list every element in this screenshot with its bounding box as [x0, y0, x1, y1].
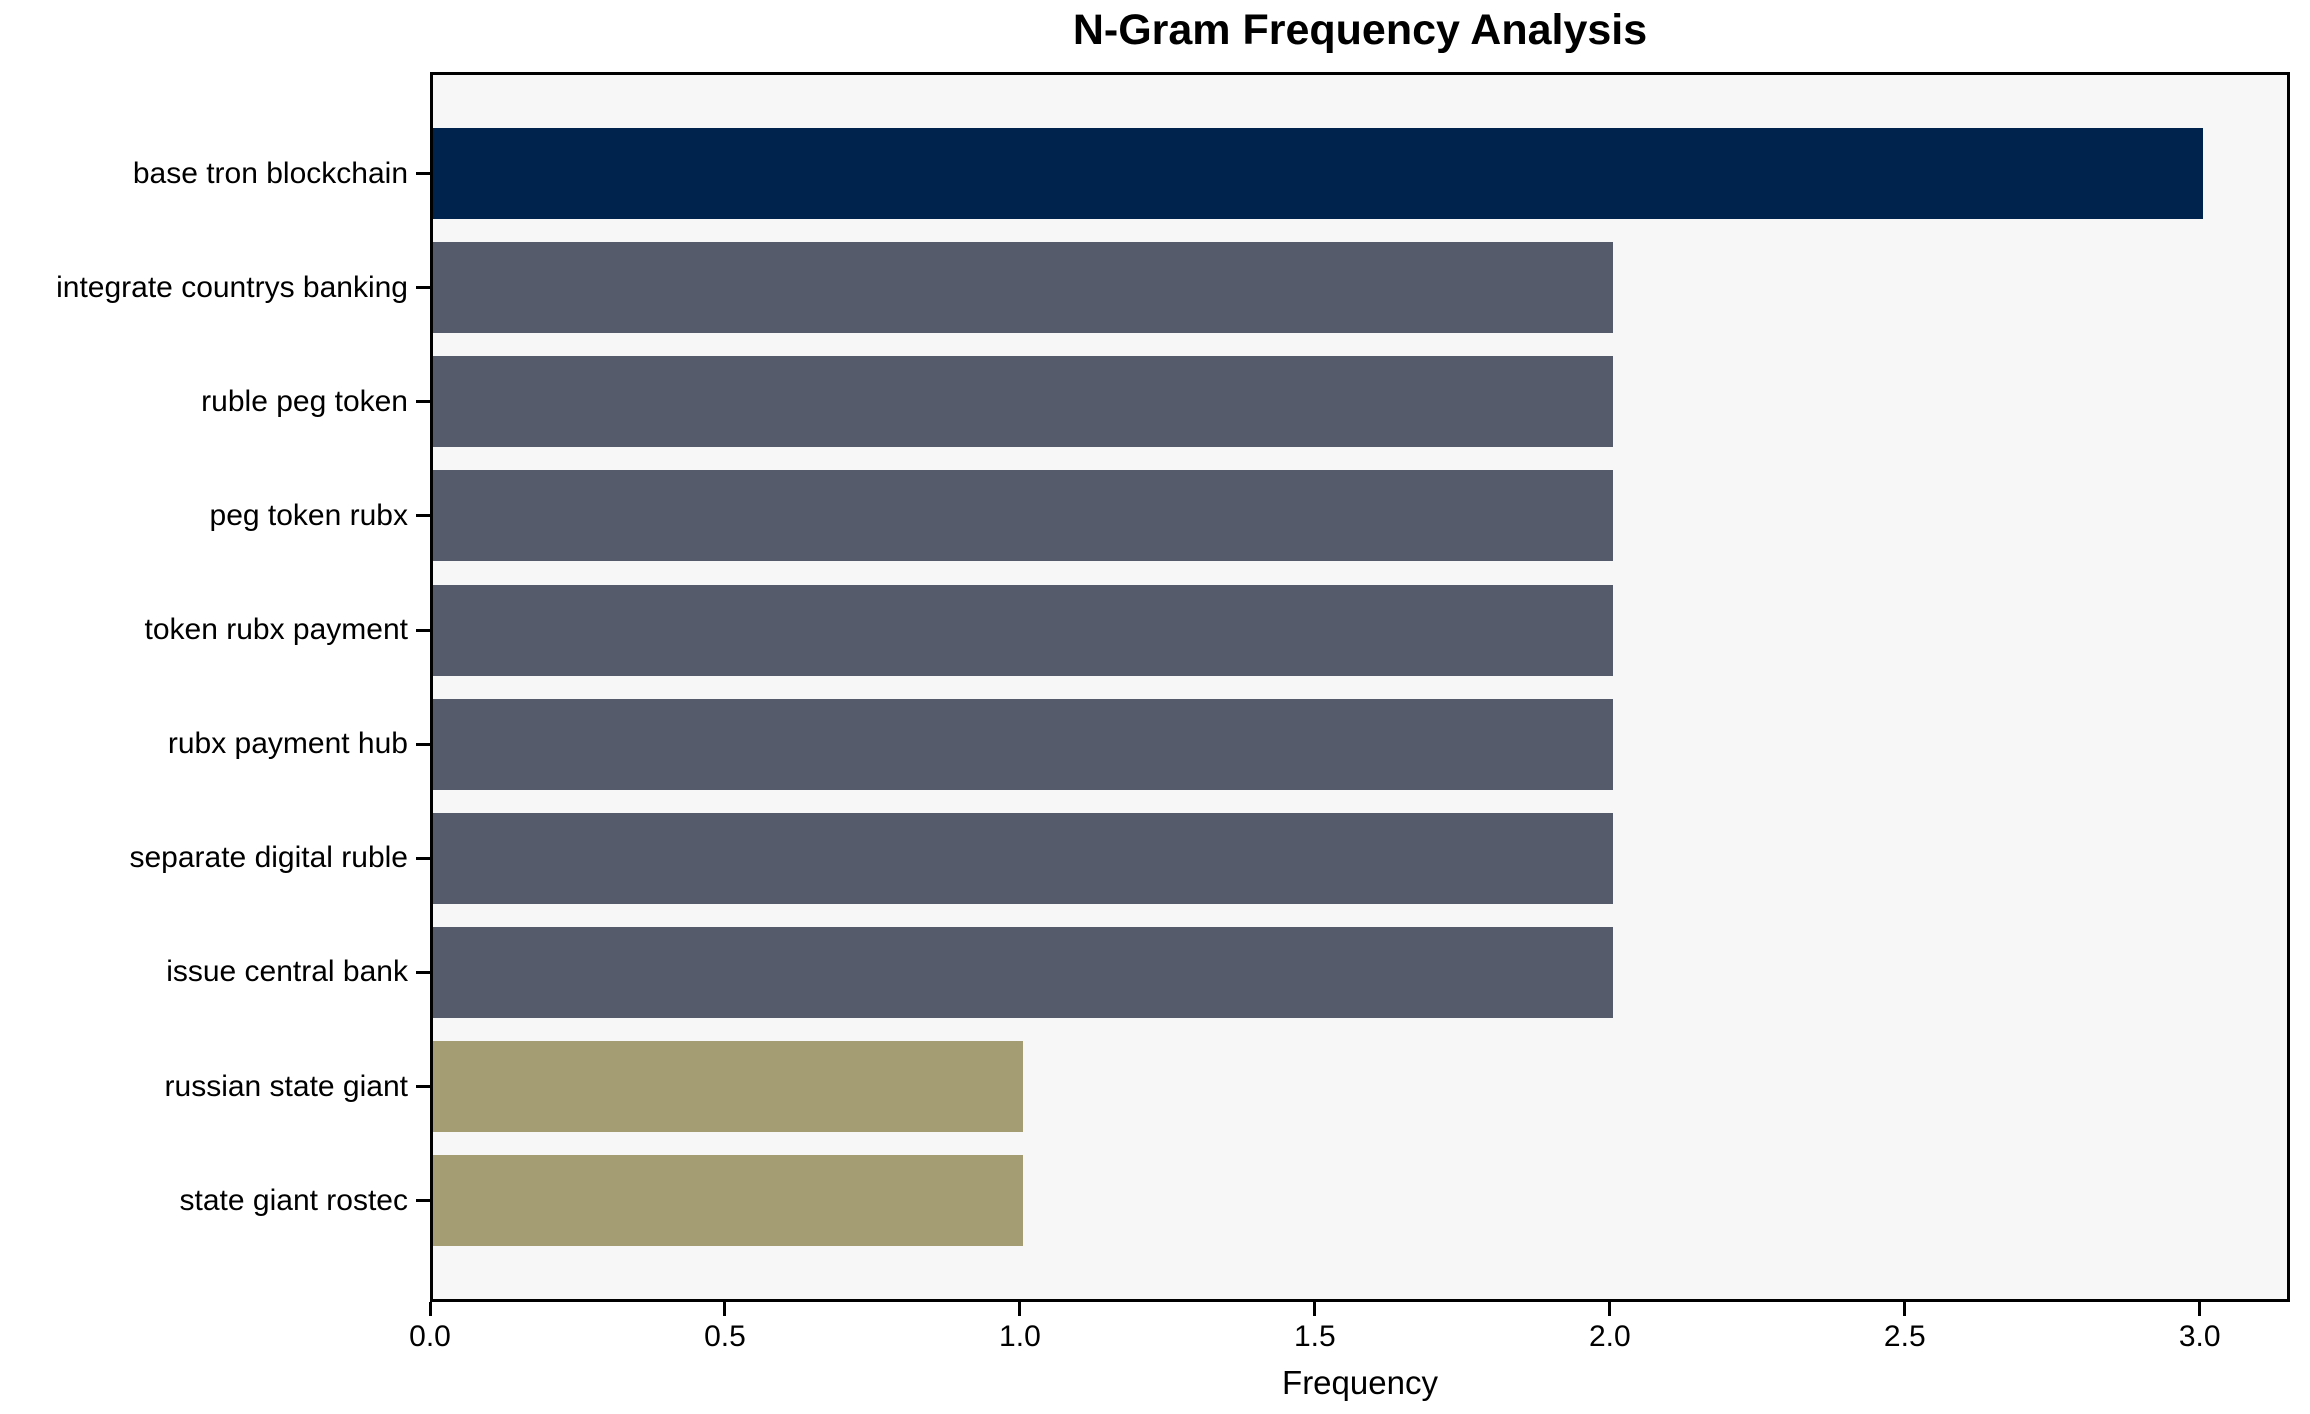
bar-rubx-payment-hub [433, 698, 1613, 790]
bar-peg-token-rubx [433, 470, 1613, 562]
x-tick [428, 1302, 432, 1316]
y-tick [416, 742, 430, 746]
x-axis-title: Frequency [1282, 1364, 1438, 1401]
y-axis-label: ruble peg token [201, 384, 408, 418]
y-tick [416, 970, 430, 974]
y-tick [416, 514, 430, 518]
y-axis-label: state giant rostec [179, 1183, 408, 1217]
x-tick [1903, 1302, 1907, 1316]
y-axis-label: rubx payment hub [167, 727, 408, 761]
y-axis-label: token rubx payment [144, 613, 408, 647]
y-tick [416, 400, 430, 404]
x-tick-label: 3.0 [2178, 1320, 2221, 1353]
x-tick-label: 2.5 [1883, 1320, 1926, 1353]
bar-state-giant-rostec [433, 1155, 1023, 1247]
x-tick [2198, 1302, 2202, 1316]
bar-ruble-peg-token [433, 356, 1613, 448]
x-tick [1018, 1302, 1022, 1316]
x-tick-label: 2.0 [1588, 1320, 1631, 1353]
y-tick [416, 286, 430, 290]
y-tick [416, 172, 430, 175]
x-tick-label: 0.0 [409, 1320, 451, 1353]
x-tick [1608, 1302, 1612, 1316]
bar-russian-state-giant [433, 1041, 1023, 1133]
x-tick-label: 0.5 [704, 1320, 746, 1353]
x-tick [723, 1302, 727, 1316]
chart-title: N-Gram Frequency Analysis [1072, 6, 1648, 54]
y-tick [416, 856, 430, 860]
bar-separate-digital-ruble [433, 812, 1613, 904]
bar-integrate-countrys-banking [433, 242, 1613, 334]
x-tick [1313, 1302, 1317, 1316]
y-axis-label: integrate countrys banking [56, 270, 408, 304]
y-tick [416, 1085, 430, 1089]
y-axis-label: russian state giant [164, 1069, 408, 1103]
bar-token-rubx-payment [433, 584, 1613, 676]
bar-base-tron-blockchain [433, 128, 2203, 219]
y-axis-label: separate digital ruble [129, 841, 408, 875]
x-tick-label: 1.5 [1294, 1320, 1336, 1353]
y-tick [416, 628, 430, 632]
y-axis-label: issue central bank [166, 955, 408, 989]
y-axis-label: base tron blockchain [132, 156, 408, 190]
y-tick [416, 1199, 430, 1203]
y-axis-label: peg token rubx [209, 498, 408, 532]
bar-issue-central-bank [433, 926, 1613, 1018]
plot-area [430, 72, 2290, 1302]
x-tick-label: 1.0 [999, 1320, 1041, 1353]
